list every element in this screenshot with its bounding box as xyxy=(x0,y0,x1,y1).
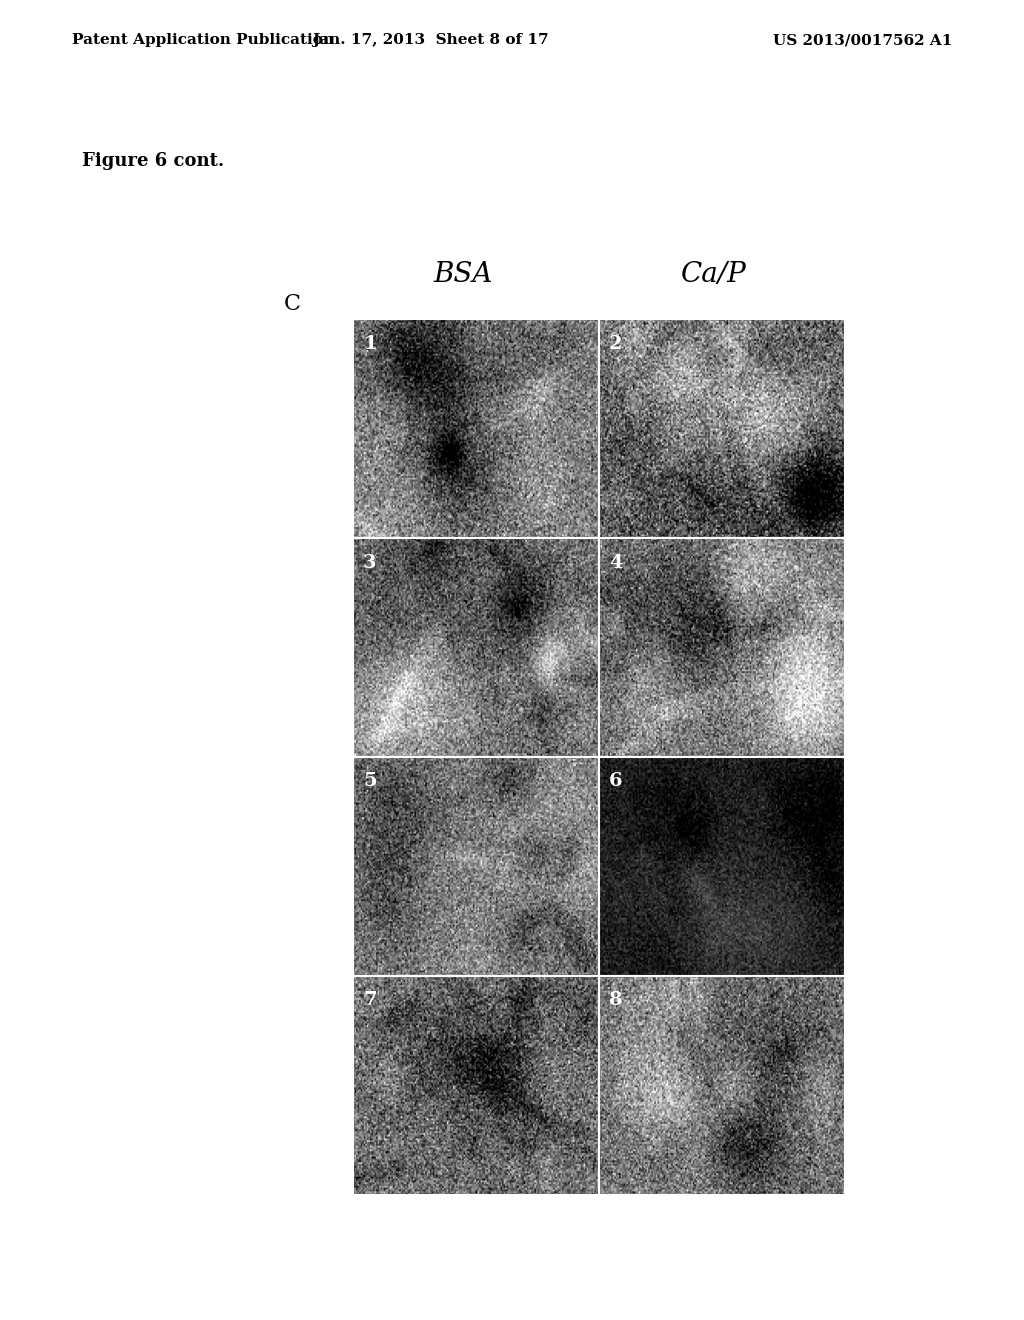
Text: US 2013/0017562 A1: US 2013/0017562 A1 xyxy=(773,33,952,48)
Text: 2: 2 xyxy=(609,335,623,352)
Text: 6: 6 xyxy=(609,772,623,791)
Text: Figure 6 cont.: Figure 6 cont. xyxy=(82,152,224,170)
Text: C: C xyxy=(284,293,300,314)
Text: 4: 4 xyxy=(609,553,623,572)
Text: BSA: BSA xyxy=(433,261,493,288)
Text: 1: 1 xyxy=(364,335,377,352)
Text: 5: 5 xyxy=(364,772,377,791)
Text: Ca/P: Ca/P xyxy=(681,261,746,288)
Text: 3: 3 xyxy=(364,553,377,572)
Text: 8: 8 xyxy=(609,991,623,1008)
Text: Patent Application Publication: Patent Application Publication xyxy=(72,33,334,48)
Text: 7: 7 xyxy=(364,991,377,1008)
Text: Jan. 17, 2013  Sheet 8 of 17: Jan. 17, 2013 Sheet 8 of 17 xyxy=(311,33,549,48)
